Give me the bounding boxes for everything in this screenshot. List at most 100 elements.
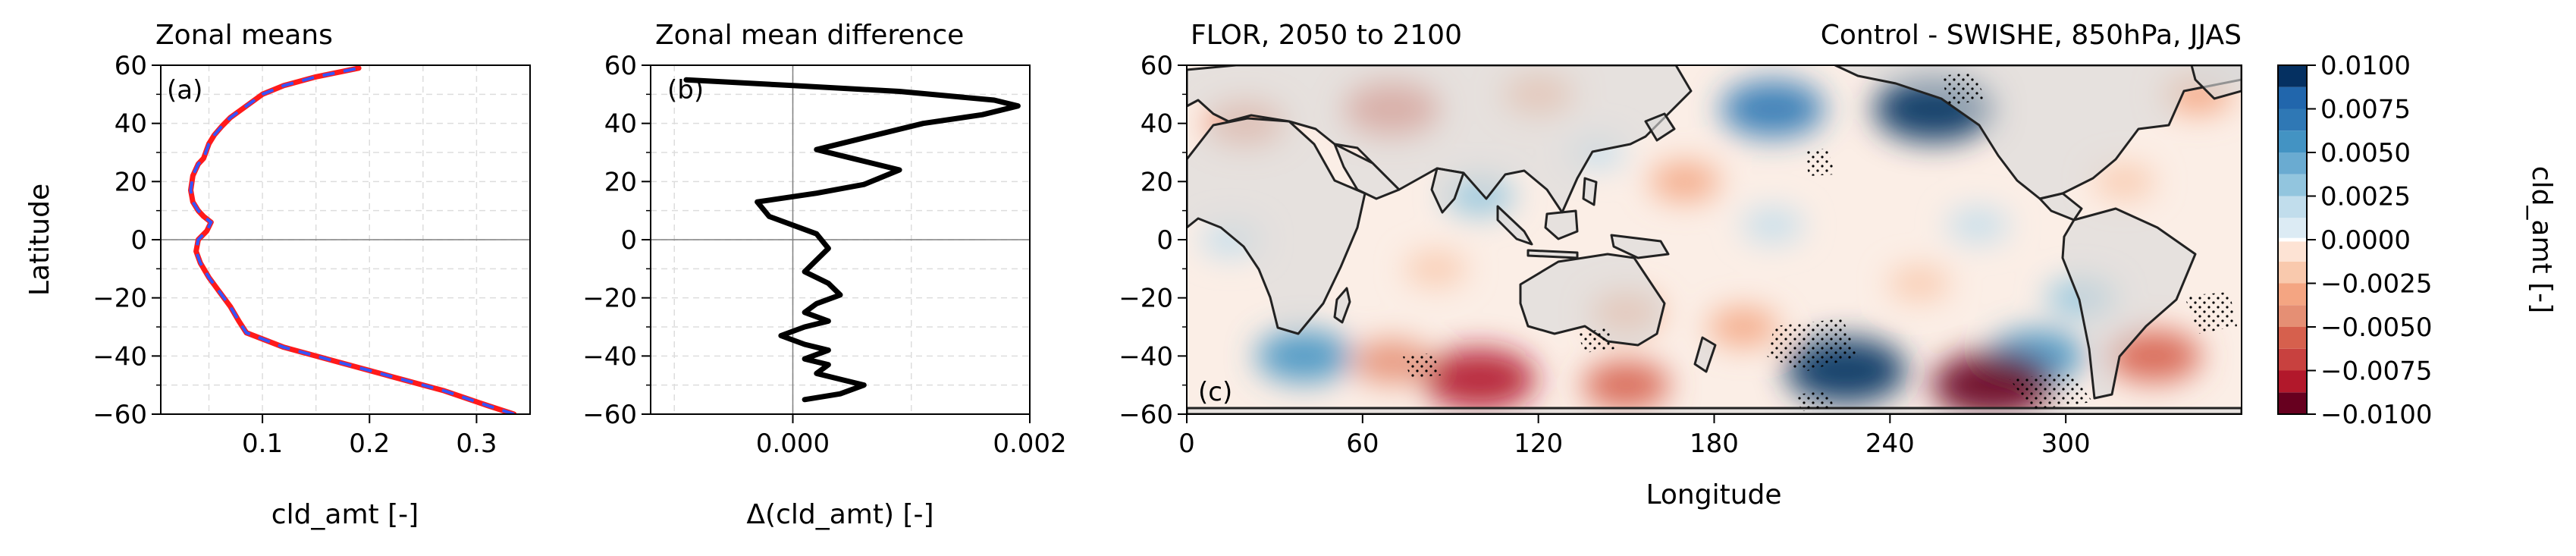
a-ytick-label: −60 [93,400,147,430]
panel-a: Zonal means −60 −40 −20 0 20 40 60 0.1 0.2 0.3 (a… [24,20,531,530]
colorbar-swatch [2278,392,2307,414]
c-ytick-label: 20 [1141,167,1173,197]
c-xtick-label: 0 [1178,429,1195,459]
borneo-landmass [1544,209,1579,240]
panel-c-xlabel: Longitude [1646,479,1781,510]
antarctica-landmass [1187,407,2242,414]
anomaly-blob [1423,348,1536,410]
a-ytick-label: −40 [93,341,147,372]
anomaly-blob [1887,265,1950,301]
panel-b-xlabel: Δ(cld_amt) [-] [746,499,933,530]
anomaly-blob [2093,164,2156,199]
b-ytick-label: −40 [582,341,637,372]
b-xtick-label: 0.000 [756,429,830,459]
anomaly-blob [1649,162,1721,201]
map-area [1187,65,2242,414]
a-xtick-label: 0.3 [456,429,497,459]
panel-b-label: (b) [667,75,704,105]
colorbar-swatch [2278,241,2307,262]
colorbar-swatch [2278,130,2307,152]
colorbar-tick-label: −0.0075 [2320,357,2432,387]
colorbar-swatch [2278,108,2307,131]
new-guinea-landmass [1610,234,1670,259]
panel-a-ylabel: Latitude [24,184,55,296]
colorbar-swatch [2278,174,2307,196]
anomaly-blob [1256,329,1352,382]
colorbar: 0.0100 0.0075 0.0050 0.0025 0.0000 −0.0025 −0.… [2277,51,2557,430]
c-xtick-label: 240 [1865,429,1915,459]
c-ytick-label: 40 [1141,109,1173,140]
south-america-landmass [2061,207,2197,400]
colorbar-swatch [2278,261,2307,284]
anomaly-blob [1741,208,1804,243]
a-ytick-label: 40 [115,109,147,140]
colorbar-tick-label: 0.0050 [2320,138,2411,168]
arabia-landmass [1333,143,1401,200]
colorbar-swatch [2278,305,2307,327]
panel-a-series-solid [188,65,517,414]
panel-c-ticks: −60 −40 −20 0 20 40 60 0 60 120 180 240 300 [1119,51,2090,459]
japan-landmass [1644,112,1676,142]
colorbar-tick-label: 0.0075 [2320,95,2411,125]
colorbar-tick-label: 0.0000 [2320,225,2411,256]
significance-stippling [1403,72,2237,411]
colorbar-tick-label: −0.0100 [2320,400,2432,430]
colorbar-tick-label: −0.0025 [2320,269,2432,300]
anomaly-blob [1947,208,2010,243]
sumatra-landmass [1496,205,1533,246]
c-xtick-label: 300 [2041,429,2091,459]
colorbar-label: cld_amt [-] [2526,166,2557,313]
a-ytick-label: 20 [115,167,147,197]
colorbar-swatch [2278,283,2307,306]
colorbar-swatch [2278,86,2307,109]
anomaly-blob [1404,251,1467,286]
panel-a-label: (a) [167,75,202,105]
panel-b-ticks: −60 −40 −20 0 20 40 60 0.000 0.002 [582,51,1066,459]
philippines-landmass [1582,177,1598,206]
b-xtick-label: 0.002 [993,429,1066,459]
panel-a-ticks: −60 −40 −20 0 20 40 60 0.1 0.2 0.3 [93,51,497,459]
c-ytick-label: 0 [1156,225,1173,256]
b-ytick-label: 40 [604,109,637,140]
panel-a-title: Zonal means [155,20,333,51]
colorbar-swatch [2278,196,2307,218]
panel-c-label: (c) [1198,377,1232,407]
colorbar-swatch [2278,152,2307,174]
panel-b-series [683,77,1021,403]
b-ytick-label: 20 [604,167,637,197]
a-ytick-label: 60 [115,51,147,81]
b-ytick-label: 60 [604,51,637,81]
b-ytick-label: −60 [582,400,637,430]
a-xtick-label: 0.2 [349,429,390,459]
b-ytick-label: −20 [582,284,637,314]
c-ytick-label: 60 [1141,51,1173,81]
c-xtick-label: 120 [1514,429,1563,459]
panel-c: FLOR, 2050 to 2100 Control - SWISHE, 850… [1119,20,2242,510]
panel-a-series-dashed [189,66,515,414]
b-ytick-label: 0 [620,225,637,256]
colorbar-swatch [2278,327,2307,349]
panel-b-title: Zonal mean difference [655,20,964,51]
india-landmass [1430,167,1465,214]
madagascar-landmass [1333,287,1351,324]
c-xtick-label: 180 [1690,429,1739,459]
panel-b: Zonal mean difference −60 −40 −20 0 20 40 60 0.… [582,20,1066,530]
colorbar-tick-label: 0.0025 [2320,182,2411,212]
c-ytick-label: −20 [1119,284,1173,314]
anomaly-blob [1708,307,1779,347]
colorbar-ticks: 0.0100 0.0075 0.0050 0.0025 0.0000 −0.0025 −0.… [2307,51,2432,430]
central-america-landmass [2038,192,2083,221]
greenland-landmass [2190,65,2242,100]
anomaly-blob [1721,80,1825,138]
colorbar-swatch [2278,218,2307,238]
anomaly-blob [1932,351,2054,414]
new-zealand-landmass [1693,336,1717,373]
coastlines [1187,65,2242,414]
c-ytick-label: −60 [1119,400,1173,430]
panel-a-xlabel: cld_amt [-] [271,499,419,530]
colorbar-tick-label: −0.0050 [2320,313,2432,343]
a-xtick-label: 0.1 [242,429,283,459]
colorbar-swatch [2278,348,2307,371]
panel-c-title-left: FLOR, 2050 to 2100 [1191,20,1462,51]
